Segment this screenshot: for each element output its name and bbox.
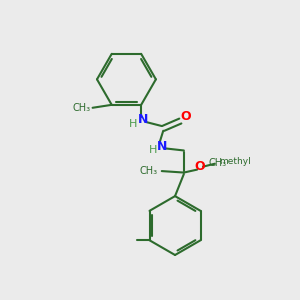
Text: H: H: [149, 146, 157, 155]
Text: methyl: methyl: [218, 161, 223, 162]
Text: CH₃: CH₃: [209, 158, 227, 168]
Text: methyl: methyl: [219, 157, 251, 166]
Text: H: H: [129, 119, 137, 129]
Text: CH₃: CH₃: [139, 166, 158, 176]
Text: O: O: [195, 160, 206, 173]
Text: O: O: [180, 110, 190, 123]
Text: N: N: [157, 140, 168, 153]
Text: N: N: [138, 113, 149, 126]
Text: CH₃: CH₃: [72, 103, 90, 113]
